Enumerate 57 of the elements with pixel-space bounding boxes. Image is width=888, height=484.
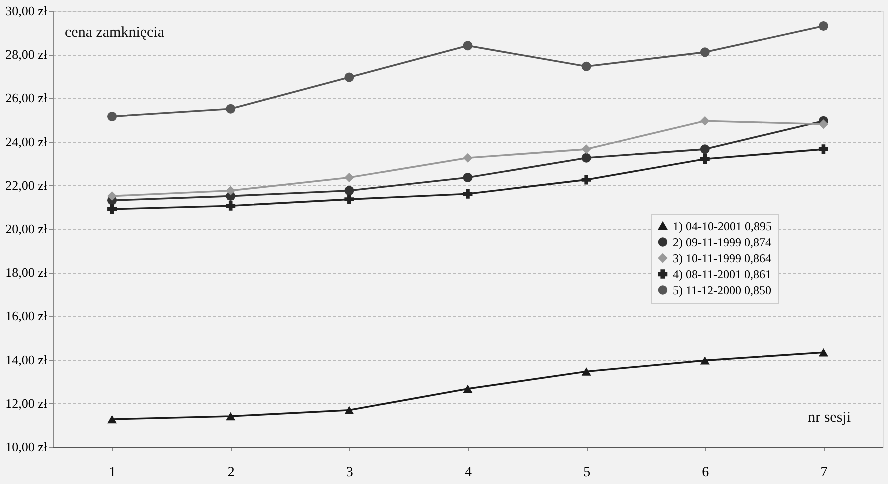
y-tick-label: 26,00 zł <box>6 90 48 106</box>
point <box>344 186 354 196</box>
point <box>108 192 118 202</box>
x-tick-label: 1 <box>109 466 116 480</box>
legend-label: 5) 11-12-2000 0,850 <box>673 283 772 298</box>
point <box>582 144 592 154</box>
point <box>344 406 354 414</box>
point <box>226 104 236 114</box>
point <box>582 175 592 185</box>
x-tick-label: 3 <box>346 466 354 480</box>
legend-label: 2) 09-11-1999 0,874 <box>673 235 772 250</box>
point <box>463 189 473 199</box>
x-tick-label: 4 <box>465 466 472 480</box>
point <box>818 120 828 130</box>
point <box>582 62 592 72</box>
point <box>463 41 473 51</box>
point <box>818 144 828 154</box>
point <box>582 153 592 163</box>
point <box>344 173 354 183</box>
point <box>463 173 473 183</box>
legend-label: 1) 04-10-2001 0,895 <box>673 219 772 234</box>
point <box>226 201 236 211</box>
y-tick-label: 16,00 zł <box>6 308 48 324</box>
point <box>344 72 354 82</box>
point <box>818 22 828 31</box>
y-tick-label: 24,00 zł <box>6 134 48 150</box>
x-tick-label: 6 <box>702 466 710 480</box>
x-axis-title: nr sesji <box>808 410 851 426</box>
x-tick-label: 7 <box>820 466 828 480</box>
point <box>108 415 118 424</box>
y-tick-label: 30,00 zł <box>6 4 48 18</box>
y-tick-label: 22,00 zł <box>6 178 48 193</box>
point <box>344 194 354 204</box>
y-axis-title: cena zamknięcia <box>65 25 165 41</box>
point <box>463 153 473 163</box>
point <box>700 48 710 58</box>
point <box>700 116 710 126</box>
x-tick-label: 5 <box>584 466 591 480</box>
y-tick-label: 28,00 zł <box>6 47 48 62</box>
point <box>700 144 710 154</box>
y-tick-label: 20,00 zł <box>6 222 48 236</box>
point <box>108 112 118 122</box>
point <box>582 368 592 376</box>
x-tick-label: 2 <box>228 466 235 480</box>
y-tick-label: 14,00 zł <box>6 352 48 368</box>
point <box>226 412 236 421</box>
legend-label: 3) 10-11-1999 0,864 <box>673 251 772 266</box>
legend-label: 4) 08-11-2001 0,861 <box>673 267 772 282</box>
point <box>818 348 828 357</box>
point <box>108 204 118 214</box>
y-tick-label: 12,00 zł <box>6 396 48 411</box>
y-tick-label: 18,00 zł <box>6 265 48 280</box>
point <box>463 384 473 394</box>
point <box>226 186 236 196</box>
point <box>700 154 710 164</box>
y-tick-label: 10,00 zł <box>6 440 48 454</box>
point <box>700 356 710 365</box>
